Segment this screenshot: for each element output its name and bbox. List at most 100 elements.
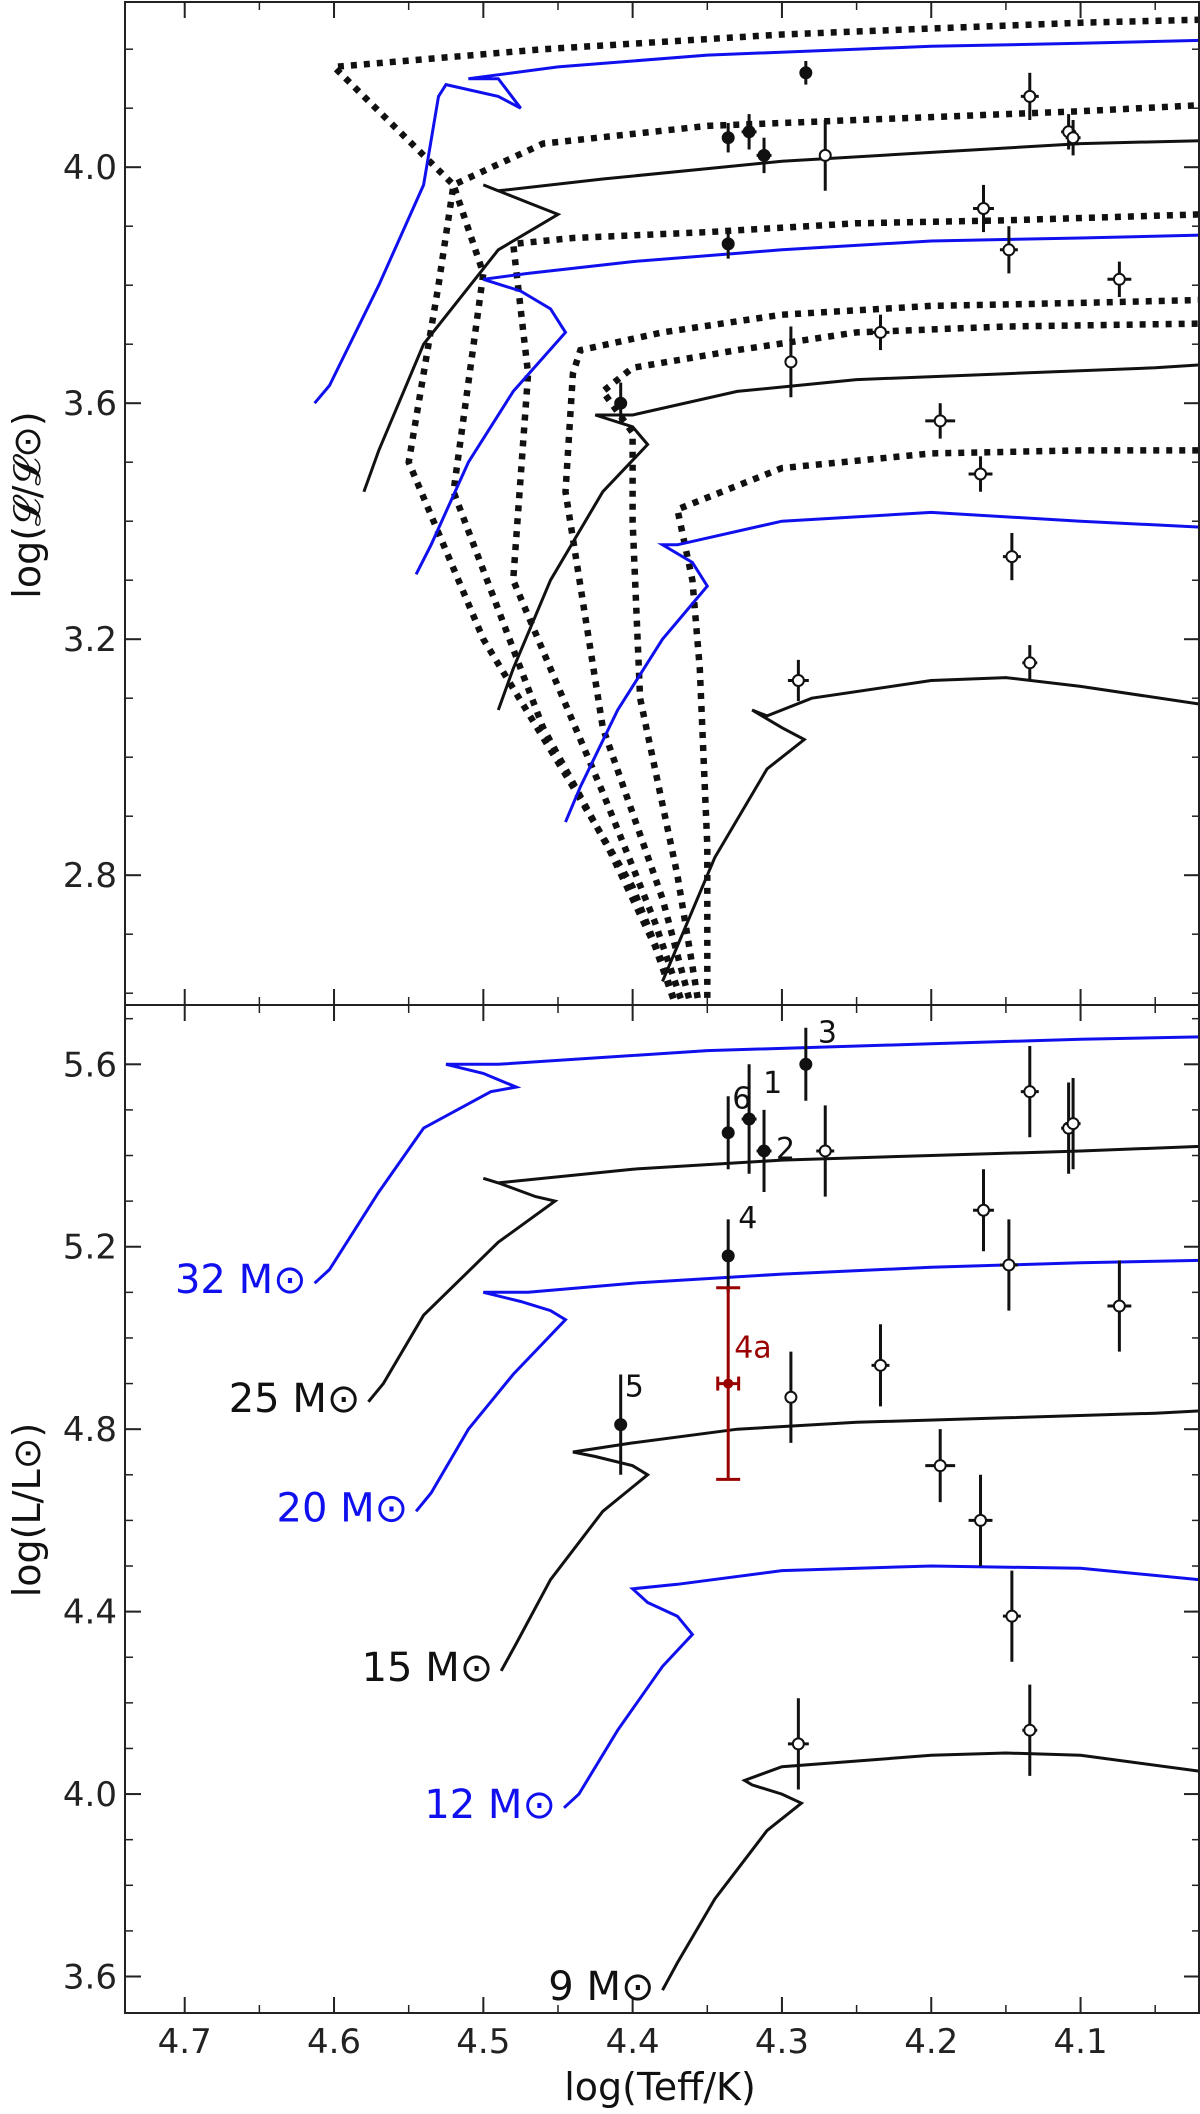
track-label-15-msun: 15 M⊙ bbox=[362, 1645, 494, 1691]
top-panel: 2.8 3.2 3.6 4.0 log(𝓛/𝓛⊙) bbox=[5, 1, 1200, 1006]
dotted-track-2 bbox=[449, 101, 1200, 1005]
filled-marker bbox=[721, 237, 735, 251]
x-tick-label: 4.6 bbox=[307, 2022, 361, 2062]
star-label-4: 4 bbox=[738, 1201, 757, 1236]
open-marker bbox=[1023, 656, 1037, 670]
x-tick-label: 4.1 bbox=[1054, 2022, 1108, 2062]
data-point bbox=[799, 1027, 813, 1101]
track-9-msun bbox=[661, 676, 1200, 982]
star-4a-highlight: 4a bbox=[716, 1286, 772, 1481]
data-point bbox=[1065, 120, 1081, 156]
top-track-layer bbox=[313, 16, 1200, 1005]
filled-marker bbox=[614, 1418, 628, 1432]
open-marker bbox=[791, 1737, 805, 1751]
dotted-track-5 bbox=[598, 320, 1200, 1005]
open-marker bbox=[1023, 1723, 1037, 1737]
data-point bbox=[1020, 1046, 1039, 1138]
track-20-msun bbox=[414, 1258, 1200, 1513]
open-marker bbox=[818, 148, 832, 162]
data-point bbox=[1022, 1684, 1038, 1776]
track-label-25-msun: 25 M⊙ bbox=[229, 1376, 361, 1422]
data-point bbox=[816, 1105, 835, 1197]
data-point bbox=[925, 1429, 956, 1503]
top-points-layer bbox=[614, 61, 1132, 702]
data-point bbox=[1022, 645, 1038, 681]
open-marker bbox=[1112, 272, 1126, 286]
data-point bbox=[721, 1096, 735, 1170]
data-point bbox=[1107, 1260, 1132, 1352]
y-tick-label: 3.6 bbox=[63, 1958, 117, 1998]
track-20-msun bbox=[414, 233, 1200, 575]
open-marker bbox=[977, 1203, 991, 1217]
open-marker bbox=[818, 1144, 832, 1158]
bottom-track-labels: 32 M⊙ 25 M⊙ 20 M⊙ 15 M⊙ 12 M⊙ 9 M⊙ bbox=[175, 1257, 655, 2010]
data-point bbox=[721, 122, 735, 153]
open-marker bbox=[933, 1459, 947, 1473]
open-marker bbox=[1066, 131, 1080, 145]
data-point bbox=[784, 1351, 798, 1443]
data-point bbox=[756, 1109, 772, 1193]
data-point bbox=[871, 314, 890, 351]
data-point bbox=[871, 1324, 890, 1407]
y-tick-label: 4.0 bbox=[63, 148, 117, 188]
y-tick-label: 5.6 bbox=[63, 1045, 117, 1085]
x-tick-label: 4.7 bbox=[158, 2022, 212, 2062]
track-32-msun bbox=[313, 38, 1200, 405]
open-marker bbox=[1023, 89, 1037, 103]
data-point bbox=[1002, 1570, 1021, 1662]
data-point bbox=[925, 403, 956, 439]
dotted-track-4 bbox=[562, 296, 1200, 1005]
4a-marker bbox=[723, 1378, 734, 1389]
track-15-msun bbox=[496, 363, 1200, 711]
x-tick-label: 4.4 bbox=[606, 2022, 660, 2062]
filled-marker bbox=[799, 66, 813, 80]
data-point bbox=[614, 1374, 628, 1475]
track-label-12-msun: 12 M⊙ bbox=[424, 1782, 556, 1828]
open-marker bbox=[1005, 1609, 1019, 1623]
data-point bbox=[787, 659, 809, 702]
data-point bbox=[818, 120, 832, 191]
data-point bbox=[1065, 1077, 1081, 1170]
top-ylabel: log(𝓛/𝓛⊙) bbox=[5, 411, 49, 598]
dotted-track-3 bbox=[509, 211, 1200, 1005]
filled-marker bbox=[721, 131, 735, 145]
filled-marker bbox=[799, 1057, 813, 1071]
track-25-msun bbox=[367, 1144, 1200, 1403]
x-tick-label: 4.2 bbox=[904, 2022, 958, 2062]
y-tick-label: 4.0 bbox=[63, 1775, 117, 1815]
track-label-20-msun: 20 M⊙ bbox=[277, 1485, 409, 1531]
track-9-msun bbox=[661, 1751, 1200, 1991]
star-label-5: 5 bbox=[625, 1370, 644, 1405]
track-label-9-msun: 9 M⊙ bbox=[548, 1964, 654, 2010]
open-marker bbox=[873, 325, 887, 339]
bottom-points-layer: 3 6 1 24 5 4a bbox=[614, 1015, 1132, 1790]
data-point bbox=[784, 326, 798, 398]
filled-marker bbox=[757, 148, 771, 162]
data-point bbox=[787, 1698, 809, 1790]
data-point bbox=[721, 1219, 735, 1293]
star-label-1: 1 bbox=[763, 1066, 782, 1101]
data-point bbox=[973, 184, 994, 233]
track-15-msun bbox=[499, 1409, 1200, 1672]
x-tick-label: 4.5 bbox=[456, 2022, 510, 2062]
data-point bbox=[1020, 72, 1039, 120]
bottom-track-layer bbox=[313, 1035, 1200, 1991]
bottom-xlabel: log(Teff/K) bbox=[564, 2065, 756, 2109]
filled-marker bbox=[757, 1144, 771, 1158]
open-marker bbox=[1023, 1085, 1037, 1099]
x-tick-label: 4.3 bbox=[755, 2022, 809, 2062]
data-point bbox=[721, 229, 735, 259]
open-marker bbox=[873, 1358, 887, 1372]
open-marker bbox=[1066, 1117, 1080, 1131]
track-label-32-msun: 32 M⊙ bbox=[175, 1257, 307, 1303]
star-label-3: 3 bbox=[818, 1015, 837, 1050]
open-marker bbox=[933, 414, 947, 428]
open-marker bbox=[974, 1513, 988, 1527]
y-tick-label: 4.4 bbox=[63, 1593, 117, 1633]
y-tick-label: 4.8 bbox=[63, 1410, 117, 1450]
filled-marker bbox=[721, 1249, 735, 1263]
data-point bbox=[756, 137, 772, 174]
data-point bbox=[614, 382, 628, 424]
filled-marker bbox=[721, 1126, 735, 1140]
open-marker bbox=[1112, 1299, 1126, 1313]
